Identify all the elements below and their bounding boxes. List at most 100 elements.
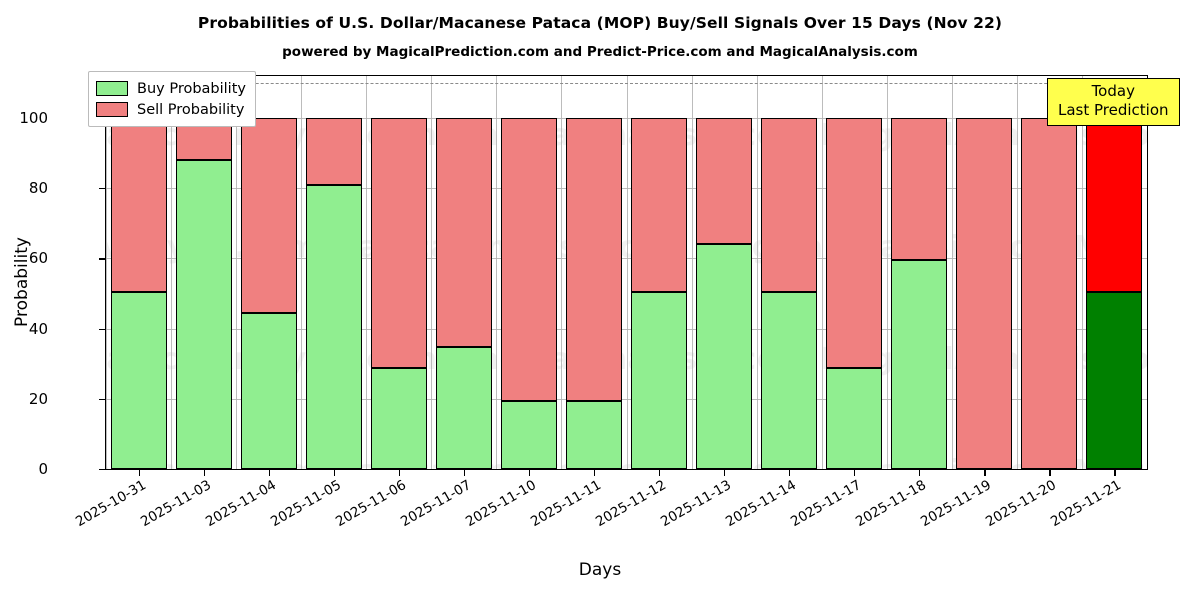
bar-group[interactable]: [305, 76, 362, 469]
bar-segment-sell[interactable]: [435, 118, 492, 347]
bar-group[interactable]: [631, 76, 687, 469]
gridline-vertical: [1017, 76, 1018, 469]
y-axis-tick-mark: [99, 258, 105, 260]
bar-group[interactable]: [565, 76, 622, 469]
x-axis-tick-mark: [333, 470, 335, 476]
bar-group[interactable]: [1086, 76, 1143, 469]
x-axis-tick-mark: [528, 470, 531, 476]
gridline-vertical: [822, 76, 823, 469]
gridline-vertical: [1082, 76, 1083, 469]
y-axis-tick-mark: [99, 328, 105, 330]
bar-group[interactable]: [175, 76, 232, 469]
x-axis-tick-mark: [1049, 470, 1051, 476]
legend-item-buy[interactable]: Buy Probability: [96, 78, 246, 99]
gridline-vertical: [106, 76, 107, 469]
bar-group[interactable]: [110, 76, 167, 469]
y-axis-tick-label: 20: [28, 389, 48, 408]
bar-segment-buy[interactable]: [305, 184, 362, 469]
bar-group[interactable]: [1021, 76, 1078, 469]
last-prediction-label: Last Prediction: [1058, 101, 1169, 119]
bar-segment-sell[interactable]: [631, 118, 687, 292]
bar-segment-buy[interactable]: [370, 367, 427, 469]
gridline-horizontal: [106, 118, 1147, 120]
plot-area: MagicalAnalysis.com MagicalAnalysis.com …: [105, 75, 1148, 470]
y-axis-tick-mark: [99, 469, 105, 471]
bar-segment-sell[interactable]: [500, 118, 557, 402]
bar-segment-buy[interactable]: [696, 244, 753, 469]
gridline-vertical: [692, 76, 693, 469]
bar-group[interactable]: [891, 76, 948, 469]
bar-group[interactable]: [826, 76, 883, 469]
gridline-vertical: [952, 76, 953, 469]
x-axis-label: Days: [578, 560, 622, 580]
gridline-vertical: [171, 76, 172, 469]
legend-item-sell[interactable]: Sell Probability: [96, 99, 246, 120]
bar-segment-sell[interactable]: [110, 118, 167, 292]
bar-segment-sell[interactable]: [826, 118, 883, 368]
x-axis-tick-mark: [659, 470, 661, 476]
y-axis-tick-label: 60: [28, 249, 48, 268]
bar-group[interactable]: [696, 76, 753, 469]
y-axis-tick-label: 0: [38, 460, 48, 478]
bar-group[interactable]: [370, 76, 427, 469]
gridline-vertical: [561, 76, 562, 469]
bar-segment-buy[interactable]: [1086, 291, 1143, 469]
bar-segment-buy[interactable]: [891, 259, 948, 469]
x-axis-tick-mark: [138, 470, 140, 476]
legend-swatch-buy-icon: [96, 81, 128, 96]
chart-legend: Buy Probability Sell Probability: [88, 71, 256, 127]
x-axis-tick-mark: [398, 470, 400, 476]
gridline-vertical: [431, 76, 432, 469]
today-annotation: Today Last Prediction: [1047, 78, 1180, 126]
bar-segment-sell[interactable]: [761, 118, 818, 292]
bar-group[interactable]: [500, 76, 557, 469]
chart-title: Probabilities of U.S. Dollar/Macanese Pa…: [197, 14, 1003, 32]
x-axis-tick-mark: [1114, 470, 1116, 476]
bar-segment-buy[interactable]: [500, 401, 557, 469]
bar-segment-sell[interactable]: [1086, 118, 1143, 292]
gridline-vertical: [236, 76, 237, 469]
gridline-horizontal: [106, 328, 1147, 330]
y-axis-tick-mark: [99, 398, 105, 400]
x-axis-tick-mark: [919, 470, 921, 476]
bar-group[interactable]: [435, 76, 492, 469]
threshold-line: [106, 83, 1147, 85]
bar-group[interactable]: [761, 76, 818, 469]
gridline-horizontal: [106, 398, 1147, 400]
bar-segment-sell[interactable]: [1021, 118, 1078, 469]
gridline-vertical: [301, 76, 302, 469]
bar-group[interactable]: [956, 76, 1013, 469]
bar-segment-sell[interactable]: [956, 118, 1013, 469]
bar-series-layer: [106, 76, 1147, 469]
x-axis-tick-mark: [203, 470, 205, 476]
bar-segment-sell[interactable]: [696, 118, 753, 245]
bar-segment-sell[interactable]: [370, 118, 427, 368]
y-axis-label: Probability: [12, 237, 32, 327]
gridline-vertical: [366, 76, 367, 469]
bar-segment-buy[interactable]: [435, 346, 492, 469]
y-axis-tick-label: 80: [28, 179, 48, 198]
bar-segment-sell[interactable]: [565, 118, 622, 402]
bar-segment-buy[interactable]: [826, 367, 883, 469]
x-axis-tick-mark: [268, 470, 270, 476]
bar-group[interactable]: [240, 76, 297, 469]
gridline-horizontal: [106, 258, 1147, 260]
bar-segment-buy[interactable]: [761, 291, 818, 469]
x-axis-tick-mark: [463, 470, 466, 476]
gridline-vertical: [496, 76, 497, 469]
bar-segment-buy[interactable]: [631, 291, 687, 469]
y-axis-tick-label: 100: [19, 109, 48, 128]
bar-segment-sell[interactable]: [240, 118, 297, 313]
x-axis-tick-mark: [593, 470, 596, 476]
gridline-vertical: [887, 76, 888, 469]
bar-segment-buy[interactable]: [110, 291, 167, 469]
chart-subtitle: powered by MagicalPrediction.com and Pre…: [282, 44, 918, 60]
legend-label-buy: Buy Probability: [137, 80, 246, 97]
bar-segment-buy[interactable]: [565, 401, 622, 469]
bar-segment-sell[interactable]: [891, 118, 948, 260]
y-axis-tick-label: 40: [28, 319, 48, 338]
bar-segment-buy[interactable]: [175, 160, 232, 469]
bar-segment-buy[interactable]: [240, 312, 297, 469]
legend-swatch-sell-icon: [96, 102, 128, 117]
bar-segment-sell[interactable]: [305, 118, 362, 185]
